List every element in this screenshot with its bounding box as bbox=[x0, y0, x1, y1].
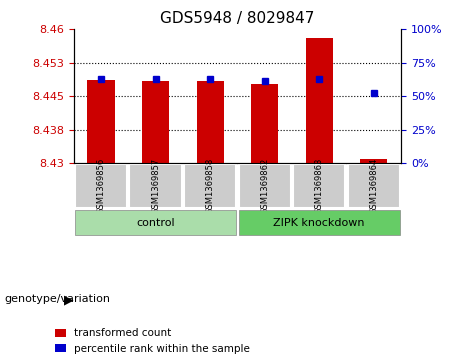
FancyBboxPatch shape bbox=[293, 164, 345, 208]
Text: GSM1369858: GSM1369858 bbox=[206, 158, 215, 214]
Legend: transformed count, percentile rank within the sample: transformed count, percentile rank withi… bbox=[51, 324, 254, 358]
Bar bbox=[360, 159, 387, 163]
Text: GSM1369856: GSM1369856 bbox=[96, 158, 106, 214]
Text: GSM1369862: GSM1369862 bbox=[260, 158, 269, 214]
Bar bbox=[142, 81, 169, 163]
FancyBboxPatch shape bbox=[238, 211, 400, 234]
Text: GSM1369863: GSM1369863 bbox=[315, 158, 324, 214]
Text: control: control bbox=[136, 217, 175, 228]
Text: ZIPK knockdown: ZIPK knockdown bbox=[273, 217, 365, 228]
FancyBboxPatch shape bbox=[184, 164, 236, 208]
Text: GSM1369864: GSM1369864 bbox=[369, 158, 378, 214]
Text: genotype/variation: genotype/variation bbox=[5, 294, 111, 305]
FancyBboxPatch shape bbox=[348, 164, 400, 208]
Text: GSM1369857: GSM1369857 bbox=[151, 158, 160, 214]
Text: ▶: ▶ bbox=[64, 293, 73, 306]
Title: GDS5948 / 8029847: GDS5948 / 8029847 bbox=[160, 12, 314, 26]
Bar bbox=[88, 81, 115, 163]
FancyBboxPatch shape bbox=[75, 211, 236, 234]
Bar bbox=[306, 38, 333, 163]
FancyBboxPatch shape bbox=[75, 164, 127, 208]
FancyBboxPatch shape bbox=[238, 164, 291, 208]
FancyBboxPatch shape bbox=[130, 164, 182, 208]
Bar bbox=[196, 81, 224, 163]
Bar bbox=[251, 83, 278, 163]
